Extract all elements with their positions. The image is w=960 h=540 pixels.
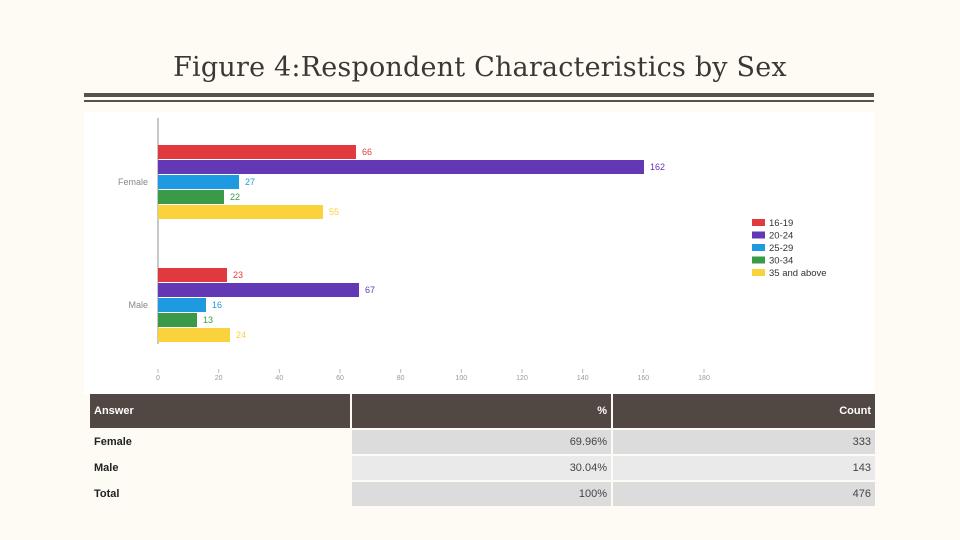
data-label: 27 <box>245 177 255 187</box>
table-cell-percent: 100% <box>352 482 611 506</box>
legend-swatch <box>752 269 765 276</box>
bar-chart: 66 162 27 22 55 Female 23 67 16 13 24 Male 0 20 40 60 80… <box>118 118 827 382</box>
bar-male-20-24 <box>158 283 359 297</box>
x-tick-label: 160 <box>637 375 649 382</box>
x-tick-label: 20 <box>215 375 223 382</box>
bar-female-30-34 <box>158 190 224 204</box>
data-label: 66 <box>362 147 372 157</box>
x-tick-label: 140 <box>577 375 589 382</box>
category-label-female: Female <box>118 177 148 187</box>
x-tick-label: 100 <box>455 375 467 382</box>
legend-entry: 20-24 <box>769 231 793 242</box>
legend-swatch <box>752 219 765 226</box>
title-rule-thin <box>84 100 874 102</box>
table-header-answer: Answer <box>90 394 350 428</box>
table-cell-answer: Female <box>94 436 132 448</box>
legend-entry: 35 and above <box>769 268 827 279</box>
bar-male-30-34 <box>158 313 197 327</box>
bar-female-20-24 <box>158 160 644 174</box>
bar-male-35-and-above <box>158 328 230 342</box>
data-label: 16 <box>212 300 222 310</box>
bar-female-16-19 <box>158 145 356 159</box>
bar-male-25-29 <box>158 298 206 312</box>
x-tick-label: 80 <box>397 375 405 382</box>
bar-female-35-and-above <box>158 205 323 219</box>
x-tick-label: 60 <box>336 375 344 382</box>
table-cell-percent: 30.04% <box>352 456 611 480</box>
category-label-male: Male <box>128 300 148 310</box>
legend-swatch <box>752 231 765 239</box>
x-tick-label: 120 <box>516 375 528 382</box>
title-rule-thick <box>84 93 874 97</box>
table-cell-answer: Male <box>94 462 119 474</box>
data-label: 13 <box>203 315 213 325</box>
legend-swatch <box>752 256 765 264</box>
table-cell-count: 333 <box>613 430 875 454</box>
bar-male-16-19 <box>158 268 227 282</box>
table-row: Female 69.96% 333 <box>90 430 875 454</box>
table-header-percent: % <box>352 394 611 428</box>
bar-female-25-29 <box>158 175 239 189</box>
table-cell-count: 476 <box>613 482 875 506</box>
data-label: 55 <box>329 207 339 217</box>
x-tick-label: 40 <box>275 375 283 382</box>
legend-swatch <box>752 244 765 251</box>
table-header-count: Count <box>613 394 875 428</box>
legend-entry: 30-34 <box>769 256 793 267</box>
table-cell-percent: 69.96% <box>352 430 611 454</box>
chart-panel: 66 162 27 22 55 Female 23 67 16 13 24 Male 0 20 40 60 80… <box>84 112 874 394</box>
slide-title: Figure 4:Respondent Characteristics by S… <box>173 52 787 83</box>
data-label: 22 <box>230 192 240 202</box>
data-label: 23 <box>233 270 243 280</box>
legend-entry: 25-29 <box>769 243 793 254</box>
table-cell-answer: Total <box>94 488 120 500</box>
x-tick-label: 180 <box>698 375 710 382</box>
x-tick-label: 0 <box>156 375 160 382</box>
table-header-row: Answer % Count <box>90 394 875 428</box>
data-label: 24 <box>236 330 246 340</box>
table-cell-count: 143 <box>613 456 875 480</box>
data-label: 162 <box>650 162 665 172</box>
legend-entry: 16-19 <box>769 218 793 229</box>
table-row: Total 100% 476 <box>90 482 875 506</box>
table-row: Male 30.04% 143 <box>90 456 875 480</box>
data-label: 67 <box>365 285 375 295</box>
